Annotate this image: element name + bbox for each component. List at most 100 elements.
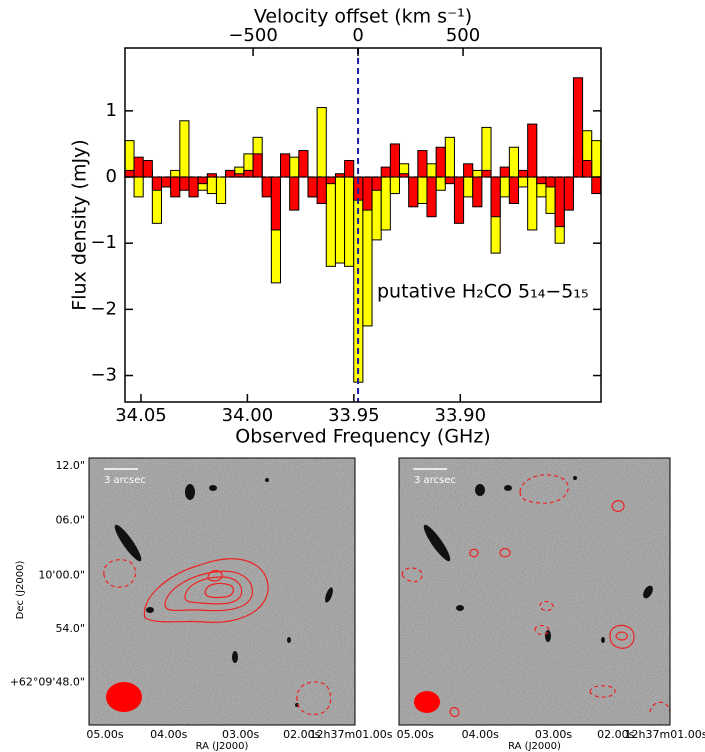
channel-bar [371,176,382,191]
line-annotation: putative H₂CO 5₁₄−5₁₅ [377,281,589,303]
channel-bar [527,176,538,231]
channel-bar [362,176,373,211]
channel-bar [133,176,144,198]
channel-bar [499,176,510,198]
channel-bar [417,176,428,204]
map-right [398,457,671,726]
ra-tick-label: 02.00s [283,728,320,741]
channel-bar [591,176,602,195]
channel-bar [170,176,181,198]
y-tick-label: −1 [90,232,117,253]
channel-bar [298,150,309,178]
channel-bar [591,140,602,178]
dec-tick-label: 12.0" [55,459,85,472]
channel-bar [307,176,318,198]
ra-tick-label: 04.00s [150,728,187,741]
channel-bar [325,176,336,185]
channel-bar [261,176,272,198]
channel-bar [243,169,254,178]
dec-tick-label: 10'00.0" [38,568,85,581]
y-tick-label: −3 [90,365,117,386]
channel-bar [380,166,391,178]
channel-bar [472,176,483,208]
scale-bar-label: 3 arcsec [414,475,456,486]
ra-tick-label: 04.00s [462,728,499,741]
channel-bar [316,176,327,204]
channel-bar [151,176,163,191]
channel-bar [334,176,346,264]
channel-bar [170,169,181,178]
dec-tick-label: 06.0" [55,514,85,527]
channel-bar [426,163,437,178]
channel-bar [453,176,465,224]
ra-tick-label: 02.00s [597,728,634,741]
y-tick-label: 0 [106,166,117,187]
channel-bar [499,166,510,178]
channel-bar [518,176,529,188]
x-axis-label: Observed Frequency (GHz) [235,426,490,448]
y-axis-label: Flux density (mJy) [69,139,91,310]
channel-bar [545,176,556,188]
channel-bar [518,169,529,178]
channel-bar [481,126,492,178]
channel-bar [435,176,446,191]
x2-tick-label: 0 [352,25,363,46]
x-tick-label: 34.05 [115,405,167,426]
channel-bar [472,169,483,178]
channel-bar [289,176,300,211]
channel-bar [316,107,327,178]
channel-bar [252,153,263,178]
channel-bar [582,159,593,178]
ra-tick-label: 12h37m01.00s [625,728,705,741]
channel-bar [179,176,190,191]
x-tick-label: 34.00 [222,405,274,426]
channel-bar [444,136,455,178]
channel-bar [563,176,574,211]
channel-bar [270,176,282,231]
channel-bar [142,159,153,178]
channel-bar [344,159,355,178]
channel-bar [490,176,501,218]
ra-tick-label: 05.00s [397,728,434,741]
channel-bar [417,150,428,178]
channel-bar [161,176,172,188]
channel-bar [280,153,291,178]
channel-bar [527,123,538,178]
channel-bar [508,146,520,178]
channel-bar [481,169,492,178]
channel-bar [289,156,300,178]
ra-axis-label: RA (J2000) [508,741,561,752]
x-tick-label: 33.90 [435,405,487,426]
channel-bar [508,176,520,204]
channel-bar [408,176,419,208]
scale-bar-label: 3 arcsec [104,475,146,486]
map-left [88,457,356,726]
y-tick-label: 1 [106,100,117,121]
channel-bar [206,176,217,195]
channel-bar [133,156,144,178]
channel-bar [444,176,455,185]
channel-bar [389,176,401,195]
channel-bar [554,176,565,228]
channel-bar [399,173,410,178]
channel-bar [197,176,208,185]
dec-axis-label: Dec (J2000) [15,561,26,620]
x2-tick-label: −500 [228,25,277,46]
x-tick-label: 33.95 [328,405,380,426]
channel-bar [179,120,190,178]
ra-tick-label: 03.00s [222,728,259,741]
channel-bar [215,176,227,204]
spectrum-plot: −3 −2 −1 0 1 34.05 34.00 33.95 33.90 −500 0 500Velo… [69,6,602,448]
channel-bar [344,176,355,267]
channel-bar [380,176,391,231]
channel-bar [206,173,217,178]
y-tick-label: −2 [90,298,117,319]
channel-bar [463,176,474,198]
dec-tick-label: +62°09'48.0" [10,675,85,688]
channel-bar [188,176,199,198]
ra-tick-label: 03.00s [535,728,572,741]
channel-bar [225,169,236,178]
channel-bar [463,163,474,178]
